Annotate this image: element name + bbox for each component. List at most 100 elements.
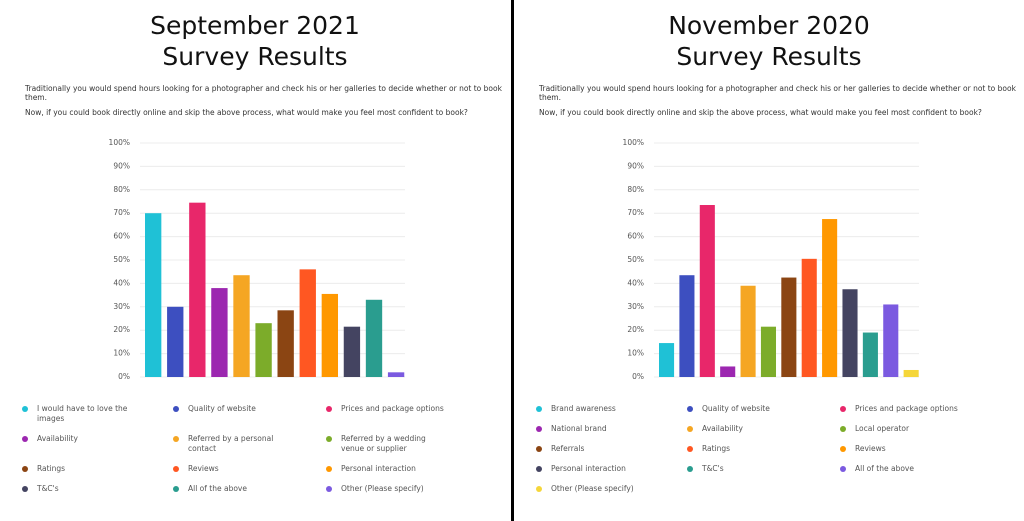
legend-dot <box>536 426 542 432</box>
question: Now, if you could book directly online a… <box>539 108 982 117</box>
legend-label: T&C's <box>702 464 724 473</box>
bar <box>740 285 756 377</box>
bar <box>781 277 797 377</box>
legend-item: Other (Please specify) <box>326 484 486 494</box>
legend: Brand awareness Quality of website Prices … <box>536 404 1006 494</box>
legend-label: Quality of website <box>702 404 770 413</box>
legend-item: All of the above <box>173 484 326 494</box>
legend-dot <box>173 486 179 492</box>
bar <box>760 326 777 377</box>
legend-item: All of the above <box>840 464 1000 474</box>
legend-label: All of the above <box>188 484 247 493</box>
bar <box>699 205 715 377</box>
legend-label: Personal interaction <box>341 464 416 473</box>
legend-dot <box>840 466 846 472</box>
legend-dot <box>22 486 28 492</box>
legend-item: Quality of website <box>687 404 840 414</box>
y-tick-label: 90% <box>627 161 644 170</box>
y-tick-label: 90% <box>113 161 130 170</box>
legend-dot <box>173 436 179 442</box>
y-tick-label: 60% <box>627 232 644 241</box>
legend-dot <box>22 466 28 472</box>
legend-dot <box>536 406 542 412</box>
legend-label: Personal interaction <box>551 464 626 473</box>
legend-label: Quality of website <box>188 404 256 413</box>
legend-dot <box>536 486 542 492</box>
legend-dot <box>687 446 693 452</box>
legend-label: Referred by a personal contact <box>188 434 274 453</box>
legend-item: Referrals <box>536 444 687 454</box>
legend-item: I would have to love the images <box>22 404 173 424</box>
legend-dot <box>840 426 846 432</box>
y-tick-label: 20% <box>627 325 644 334</box>
legend-dot <box>536 466 542 472</box>
bar <box>720 366 736 377</box>
legend-dot <box>326 466 332 472</box>
bar <box>903 369 919 377</box>
bar <box>167 306 184 377</box>
y-tick-label: 10% <box>113 349 130 358</box>
bar <box>343 326 361 377</box>
legend-item: T&C's <box>687 464 840 474</box>
y-tick-label: 50% <box>627 255 644 264</box>
legend-item: Prices and package options <box>840 404 1000 414</box>
legend-label: Reviews <box>855 444 886 453</box>
bar <box>277 310 294 377</box>
y-tick-label: 10% <box>627 349 644 358</box>
chart-panel: November 2020 Survey Results Traditionall… <box>514 0 1024 521</box>
legend-label: All of the above <box>855 464 914 473</box>
legend-item: T&C's <box>22 484 173 494</box>
legend-item: Prices and package options <box>326 404 486 424</box>
legend-dot <box>687 466 693 472</box>
y-tick-label: 30% <box>113 302 130 311</box>
legend-item: National brand <box>536 424 687 434</box>
bar <box>299 269 316 377</box>
bar <box>145 213 162 377</box>
y-tick-label: 40% <box>113 278 130 287</box>
y-tick-label: 30% <box>627 302 644 311</box>
subtitle: Traditionally you would spend hours look… <box>539 84 1016 102</box>
y-tick-label: 20% <box>113 325 130 334</box>
legend-dot <box>536 446 542 452</box>
legend: I would have to love the images Quality o… <box>22 404 492 494</box>
y-tick-label: 0% <box>118 372 130 381</box>
bar <box>233 275 250 377</box>
y-tick-label: 70% <box>627 208 644 217</box>
y-tick-label: 70% <box>113 208 130 217</box>
legend-label: Local operator <box>855 424 910 433</box>
legend-item: Ratings <box>22 464 173 474</box>
bar <box>679 275 695 377</box>
legend-dot <box>173 406 179 412</box>
chart-title: September 2021 Survey Results <box>150 11 360 71</box>
legend-dot <box>326 486 332 492</box>
y-tick-label: 0% <box>632 372 644 381</box>
y-tick-label: 60% <box>113 232 130 241</box>
legend-dot <box>840 406 846 412</box>
y-tick-label: 40% <box>627 278 644 287</box>
legend-dot <box>687 406 693 412</box>
subtitle: Traditionally you would spend hours look… <box>25 84 502 102</box>
title-wrap: September 2021 Survey Results <box>0 10 510 72</box>
legend-item: Reviews <box>840 444 1000 454</box>
legend-label: Prices and package options <box>855 404 958 413</box>
legend-label: Referred by a wedding venue or supplier <box>341 434 426 453</box>
bar <box>862 332 878 377</box>
legend-item: Quality of website <box>173 404 326 424</box>
legend-label: Referrals <box>551 444 585 453</box>
legend-label: Brand awareness <box>551 404 616 413</box>
legend-label: Availability <box>37 434 78 443</box>
bar <box>321 293 339 377</box>
legend-dot <box>173 466 179 472</box>
legend-dot <box>326 406 332 412</box>
legend-label: Ratings <box>702 444 731 453</box>
legend-label: Availability <box>702 424 743 433</box>
bar <box>255 323 272 377</box>
legend-item: Personal interaction <box>536 464 687 474</box>
legend-item: Personal interaction <box>326 464 486 474</box>
question: Now, if you could book directly online a… <box>25 108 468 117</box>
bar <box>842 289 858 377</box>
chart: 0% 10% 20% 30% 40% 50% 60% 70% 80% 90% 100% <box>623 138 919 381</box>
legend-label: I would have to love the images <box>37 404 128 423</box>
legend-item: Ratings <box>687 444 840 454</box>
